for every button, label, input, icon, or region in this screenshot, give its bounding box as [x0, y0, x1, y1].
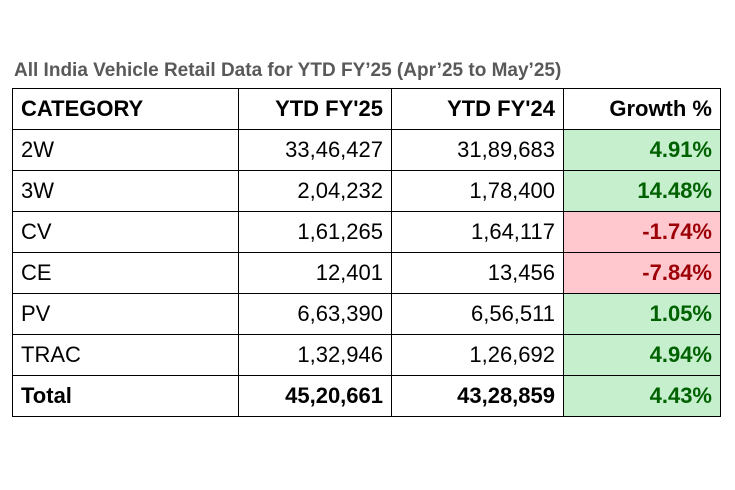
growth-cell: 4.94%	[563, 334, 721, 376]
table-row: 3W 2,04,232 1,78,400 14.48%	[12, 170, 721, 212]
table-row: TRAC 1,32,946 1,26,692 4.94%	[12, 334, 721, 376]
table-row: 2W 33,46,427 31,89,683 4.91%	[12, 129, 721, 171]
fy24-cell: 1,64,117	[391, 211, 564, 253]
table-title: All India Vehicle Retail Data for YTD FY…	[14, 60, 562, 81]
growth-cell: 14.48%	[563, 170, 721, 212]
fy25-cell: 33,46,427	[238, 129, 392, 171]
total-growth-cell: 4.43%	[563, 375, 721, 417]
total-fy25-cell: 45,20,661	[238, 375, 392, 417]
fy24-cell: 1,78,400	[391, 170, 564, 212]
header-ytd-fy24: YTD FY'24	[391, 88, 564, 130]
total-row: Total 45,20,661 43,28,859 4.43%	[12, 375, 721, 417]
table-row: CV 1,61,265 1,64,117 -1.74%	[12, 211, 721, 253]
header-category: CATEGORY	[12, 88, 239, 130]
fy24-cell: 1,26,692	[391, 334, 564, 376]
category-cell: 3W	[12, 170, 239, 212]
total-fy24-cell: 43,28,859	[391, 375, 564, 417]
fy25-cell: 2,04,232	[238, 170, 392, 212]
category-cell: TRAC	[12, 334, 239, 376]
fy24-cell: 13,456	[391, 252, 564, 294]
growth-cell: -7.84%	[563, 252, 721, 294]
table-row: PV 6,63,390 6,56,511 1.05%	[12, 293, 721, 335]
category-cell: PV	[12, 293, 239, 335]
category-cell: 2W	[12, 129, 239, 171]
header-growth: Growth %	[563, 88, 721, 130]
fy25-cell: 1,32,946	[238, 334, 392, 376]
growth-cell: 1.05%	[563, 293, 721, 335]
fy25-cell: 1,61,265	[238, 211, 392, 253]
category-cell: CV	[12, 211, 239, 253]
growth-cell: 4.91%	[563, 129, 721, 171]
vehicle-retail-table: CATEGORY YTD FY'25 YTD FY'24 Growth % 2W…	[12, 88, 721, 417]
category-cell: CE	[12, 252, 239, 294]
header-row: CATEGORY YTD FY'25 YTD FY'24 Growth %	[12, 88, 721, 130]
growth-cell: -1.74%	[563, 211, 721, 253]
table-row: CE 12,401 13,456 -7.84%	[12, 252, 721, 294]
header-ytd-fy25: YTD FY'25	[238, 88, 392, 130]
fy24-cell: 6,56,511	[391, 293, 564, 335]
fy25-cell: 12,401	[238, 252, 392, 294]
fy24-cell: 31,89,683	[391, 129, 564, 171]
fy25-cell: 6,63,390	[238, 293, 392, 335]
total-label-cell: Total	[12, 375, 239, 417]
